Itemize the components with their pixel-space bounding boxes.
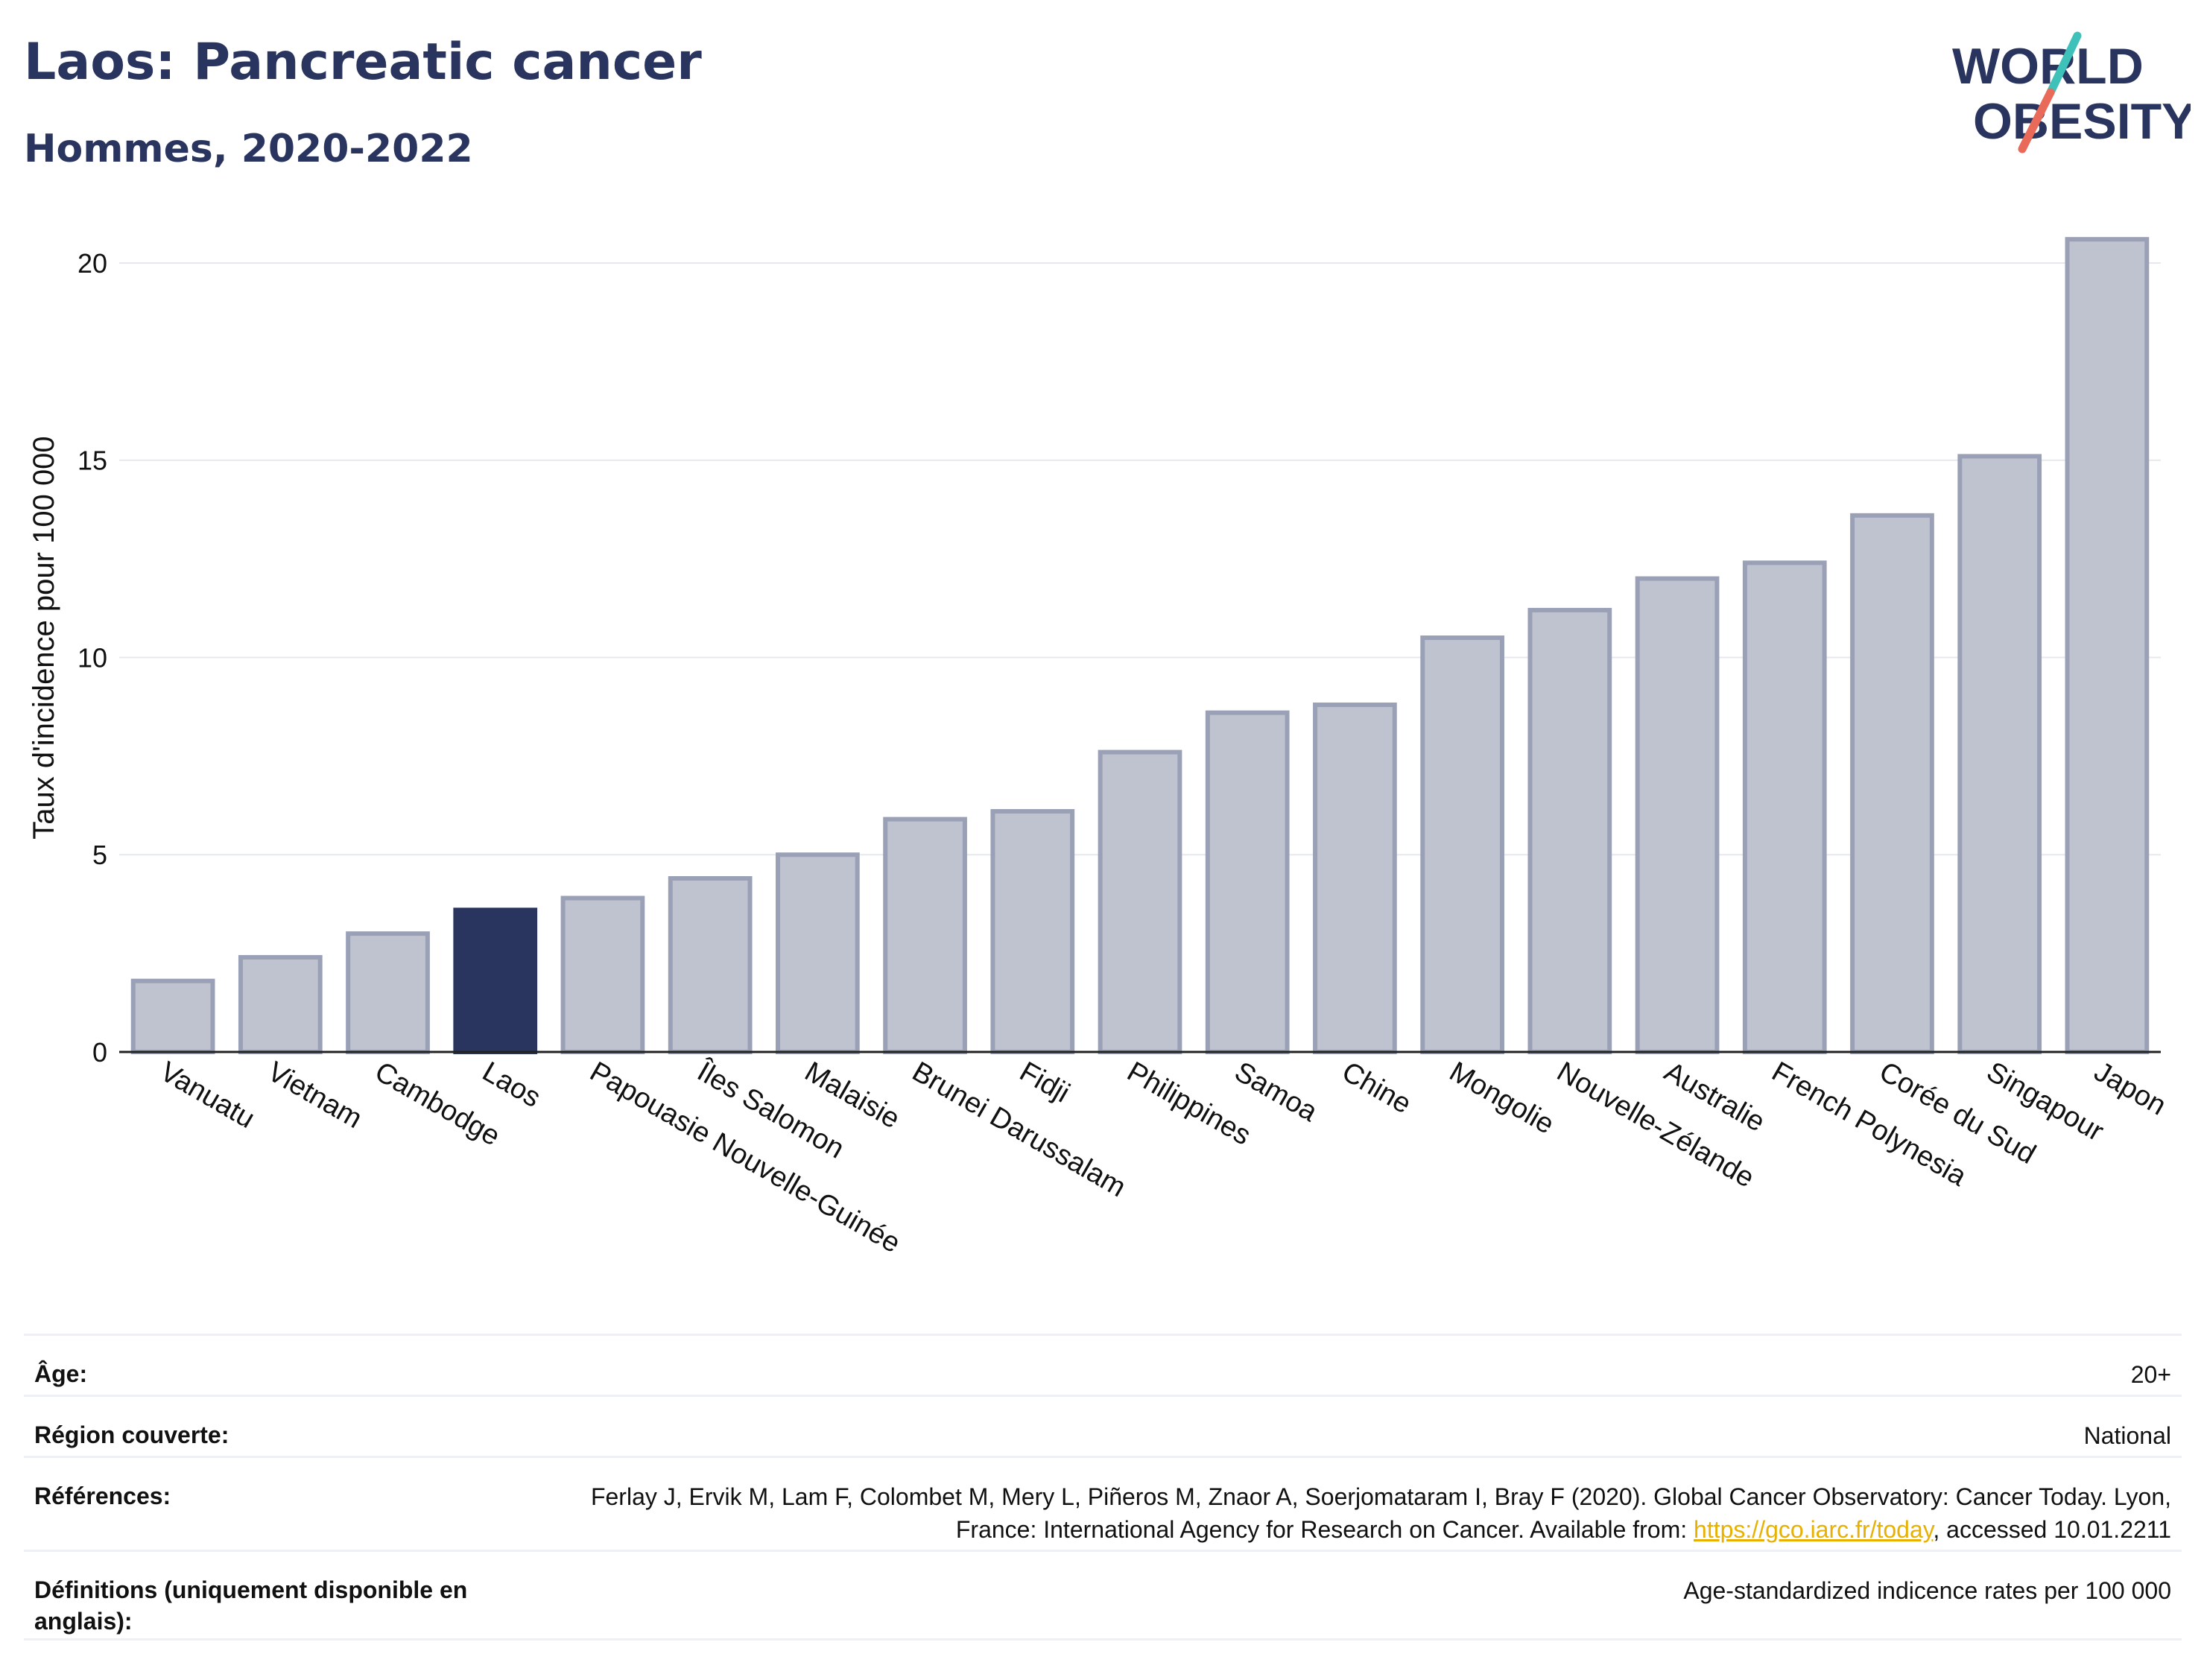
definitions-value: Age-standardized indicence rates per 100… (1683, 1577, 2171, 1604)
bar-french-polynesia (1742, 560, 1827, 1054)
bar-malaisie (776, 852, 860, 1054)
age-value: 20+ (2130, 1361, 2171, 1388)
bar-vietnam (238, 954, 323, 1055)
y-tick-label: 5 (92, 840, 107, 870)
bar-îles-salomon (668, 876, 753, 1054)
x-tick-label: Mongolie (1444, 1056, 1559, 1140)
meta-row-references: Références: Ferlay J, Ervik M, Lam F, Co… (24, 1456, 2182, 1550)
x-tick-label: Fidji (1014, 1056, 1074, 1109)
references-link[interactable]: https://gco.iarc.fr/today (1694, 1516, 1934, 1543)
x-tick-label: French Polynesia (1767, 1056, 1972, 1193)
x-tick-label: Vanuatu (155, 1056, 260, 1135)
meta-row-region: Région couverte: National (24, 1395, 2182, 1456)
bar-japon (2065, 237, 2150, 1055)
metadata-table: Âge: 20+ Région couverte: National Référ… (24, 1334, 2182, 1641)
bar-singapour (1957, 454, 2042, 1054)
y-axis-label: Taux d'incidence pour 100 000 (28, 436, 60, 839)
y-tick-label: 20 (77, 248, 107, 279)
bar-cambodge (346, 931, 430, 1054)
bar-nouvelle-zélande (1527, 607, 1612, 1054)
bar-australie (1635, 576, 1720, 1054)
logo-word-obesity: OBESITY (1973, 93, 2191, 150)
references-text: Ferlay J, Ervik M, Lam F, Colombet M, Me… (590, 1483, 2171, 1543)
bar-chine (1313, 703, 1397, 1054)
y-tick-label: 15 (77, 446, 107, 476)
region-label: Région couverte: (34, 1421, 229, 1448)
logo-slash-teal (2046, 31, 2082, 97)
logo-slash-coral (2018, 88, 2055, 153)
region-value: National (2083, 1422, 2171, 1449)
y-tick-labels: 0 5 10 15 20 (77, 248, 107, 1068)
x-tick-label: Vietnam (262, 1056, 367, 1135)
meta-row-age: Âge: 20+ (24, 1334, 2182, 1395)
x-tick-label: Laos (477, 1056, 545, 1114)
x-tick-label: Japon (2089, 1056, 2171, 1121)
logo-word-world: WORLD (1952, 38, 2144, 95)
references-suffix: , accessed 10.01.2211 (1933, 1516, 2171, 1543)
bar-brunei-darussalam (883, 817, 967, 1054)
references-value: Ferlay J, Ervik M, Lam F, Colombet M, Me… (569, 1480, 2171, 1546)
chart-subtitle: Hommes, 2020-2022 (24, 127, 473, 171)
chart-title: Laos: Pancreatic cancer (24, 33, 702, 92)
bars (130, 237, 2150, 1055)
references-label: Références: (34, 1483, 171, 1509)
y-tick-label: 10 (77, 642, 107, 673)
bar-philippines (1098, 749, 1182, 1054)
world-obesity-logo: WORLD OBESITY (1952, 31, 2191, 153)
meta-row-definitions: Définitions (uniquement disponible en an… (24, 1550, 2182, 1641)
definitions-label: Définitions (uniquement disponible en an… (34, 1576, 468, 1635)
age-label: Âge: (34, 1360, 88, 1387)
bar-fidji (990, 808, 1075, 1054)
bar-laos (453, 907, 538, 1055)
bar-corée-du-sud (1850, 513, 1934, 1054)
bar-papouasie-nouvelle-guinée (560, 896, 645, 1054)
bar-mongolie (1420, 635, 1504, 1054)
x-tick-label: Chine (1337, 1056, 1416, 1120)
bar-samoa (1205, 710, 1290, 1054)
x-tick-label: Nouvelle-Zélande (1551, 1056, 1759, 1194)
y-tick-label: 0 (92, 1037, 107, 1068)
bar-vanuatu (130, 978, 215, 1054)
